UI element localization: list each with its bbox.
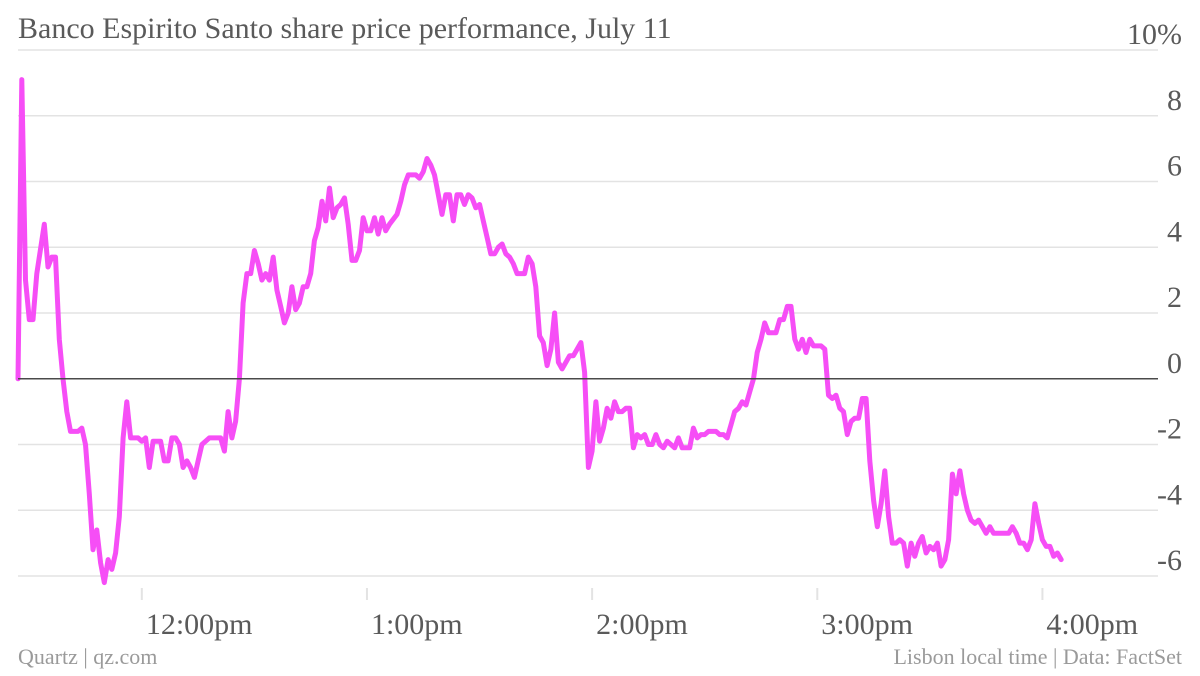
y-tick-label: 4 (1167, 215, 1182, 248)
y-tick-label: 10% (1127, 18, 1182, 51)
chart-title: Banco Espirito Santo share price perform… (18, 12, 672, 45)
y-tick-label: 6 (1167, 150, 1182, 183)
y-tick-label: -6 (1157, 544, 1182, 577)
x-tick-label: 4:00pm (1046, 608, 1138, 641)
y-tick-label: 0 (1167, 347, 1182, 380)
x-tick-label: 1:00pm (371, 608, 463, 641)
x-tick-label: 2:00pm (596, 608, 688, 641)
x-tick-label: 12:00pm (146, 608, 253, 641)
y-tick-label: -2 (1157, 413, 1182, 446)
y-tick-label: -4 (1157, 478, 1182, 511)
y-tick-label: 2 (1167, 281, 1182, 314)
series-line (15, 77, 1064, 586)
source-credit: Quartz | qz.com (18, 644, 158, 669)
y-tick-label: 8 (1167, 84, 1182, 117)
x-tick-label: 3:00pm (821, 608, 913, 641)
data-note: Lisbon local time | Data: FactSet (893, 644, 1182, 669)
